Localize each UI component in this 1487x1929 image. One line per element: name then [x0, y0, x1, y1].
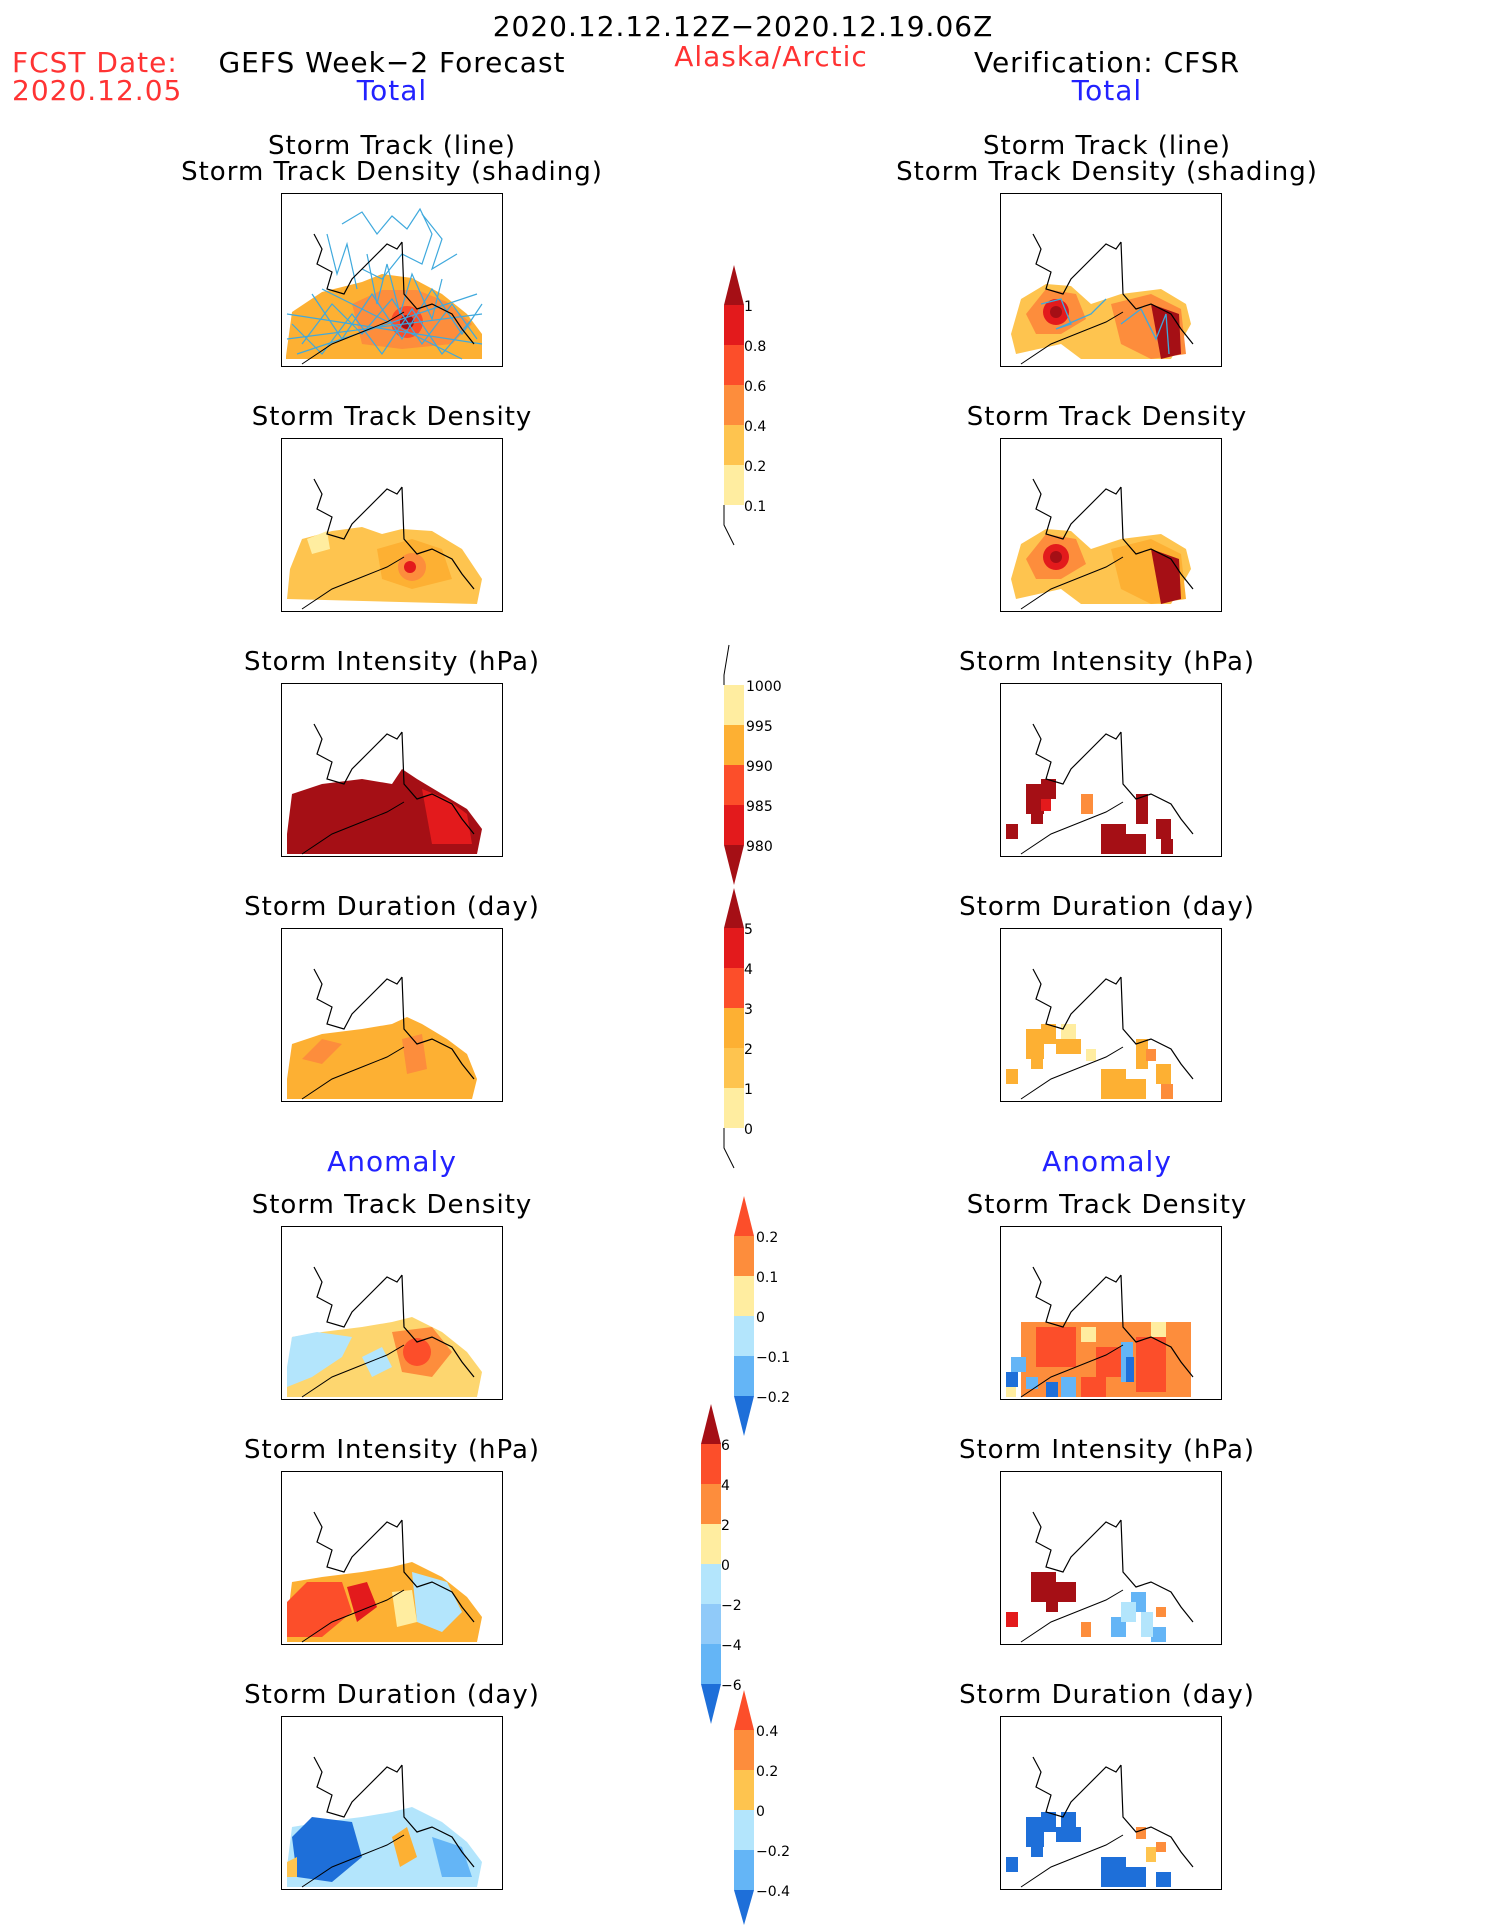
title-intensity-right: Storm Intensity (hPa): [958, 647, 1256, 677]
colorbar-density-anomaly: 0.2 0.1 0 −0.1 −0.2: [734, 1196, 814, 1440]
map-intensity-anomaly-verification: [1000, 1471, 1222, 1645]
cbar-intensity-label: 985: [746, 799, 773, 815]
cbar-intensity-anom-label: 2: [721, 1518, 730, 1534]
title-track-line-right: Storm Track (line): [983, 131, 1231, 161]
map-density-forecast: [281, 438, 503, 612]
valid-period: 2020.12.12.12Z−2020.12.19.06Z: [492, 10, 994, 43]
map-duration-anomaly-forecast: [281, 1716, 503, 1890]
title-intensity-anom-right: Storm Intensity (hPa): [958, 1435, 1256, 1465]
colorbar-duration: 5 4 3 2 1 0: [723, 888, 804, 1172]
region-title: Alaska/Arctic: [674, 40, 868, 73]
title-density-anom-right: Storm Track Density: [966, 1190, 1248, 1220]
cbar-duration-anom-label: −0.2: [756, 1844, 790, 1860]
colorbar-duration-anomaly: 0.4 0.2 0 −0.2 −0.4: [734, 1690, 814, 1929]
cbar-intensity-anom-label: 6: [721, 1438, 730, 1454]
title-track-shading-right: Storm Track Density (shading): [896, 157, 1318, 187]
cbar-density-label: 0.8: [744, 339, 766, 355]
cbar-density-anom-label: 0.2: [756, 1230, 778, 1246]
cbar-duration-label: 3: [744, 1002, 753, 1018]
map-density-anomaly-forecast: [281, 1226, 503, 1400]
cbar-density-label: 0.1: [744, 499, 766, 515]
colorbar-intensity: 1000 995 990 985 980: [723, 644, 804, 889]
cbar-density-anom-label: 0.1: [756, 1270, 778, 1286]
cbar-duration-anom-label: 0.2: [756, 1764, 778, 1780]
map-density-anomaly-verification: [1000, 1226, 1222, 1400]
map-density-verification: [1000, 438, 1222, 612]
cbar-duration-label: 0: [744, 1122, 753, 1138]
cbar-density-anom-label: −0.1: [756, 1350, 790, 1366]
title-density-anom-left: Storm Track Density: [251, 1190, 533, 1220]
title-duration-right: Storm Duration (day): [959, 892, 1255, 922]
title-density-left: Storm Track Density: [251, 402, 533, 432]
map-duration-verification: [1000, 928, 1222, 1102]
cbar-duration-label: 5: [744, 922, 753, 938]
map-duration-forecast: [281, 928, 503, 1102]
cbar-intensity-anom-label: −6: [721, 1678, 742, 1694]
cbar-intensity-label: 990: [746, 759, 773, 775]
cbar-intensity-anom-label: 0: [721, 1558, 730, 1574]
title-duration-anom-left: Storm Duration (day): [244, 1680, 540, 1710]
cbar-intensity-anom-label: −4: [721, 1638, 742, 1654]
title-track-shading-left: Storm Track Density (shading): [181, 157, 603, 187]
cbar-intensity-label: 1000: [746, 679, 782, 695]
cbar-duration-anom-label: −0.4: [756, 1884, 790, 1900]
cbar-density-label: 1: [744, 299, 753, 315]
title-density-right: Storm Track Density: [966, 402, 1248, 432]
left-anomaly-label: Anomaly: [327, 1145, 457, 1178]
cbar-intensity-label: 995: [746, 719, 773, 735]
right-column-title: Verification: CFSR: [973, 46, 1241, 79]
cbar-density-anom-label: −0.2: [756, 1390, 790, 1406]
left-column-title: GEFS Week−2 Forecast: [218, 46, 566, 79]
cbar-density-label: 0.2: [744, 459, 766, 475]
cbar-duration-label: 1: [744, 1082, 753, 1098]
map-track-forecast: [281, 193, 503, 367]
left-total-label: Total: [356, 74, 428, 107]
cbar-density-label: 0.6: [744, 379, 766, 395]
fcst-date-value: 2020.12.05: [12, 74, 183, 107]
map-duration-anomaly-verification: [1000, 1716, 1222, 1890]
cbar-density-label: 0.4: [744, 419, 766, 435]
cbar-intensity-anom-label: −2: [721, 1598, 742, 1614]
title-intensity-left: Storm Intensity (hPa): [243, 647, 541, 677]
map-track-verification: [1000, 193, 1222, 367]
cbar-duration-label: 4: [744, 962, 753, 978]
cbar-duration-label: 2: [744, 1042, 753, 1058]
cbar-intensity-label: 980: [746, 839, 773, 855]
right-total-label: Total: [1071, 74, 1143, 107]
title-intensity-anom-left: Storm Intensity (hPa): [243, 1435, 541, 1465]
cbar-duration-anom-label: 0.4: [756, 1724, 778, 1740]
fcst-date-label: FCST Date:: [12, 46, 178, 79]
colorbar-density: 1 0.8 0.6 0.4 0.2 0.1: [723, 265, 804, 549]
cbar-duration-anom-label: 0: [756, 1804, 765, 1820]
cbar-density-anom-label: 0: [756, 1310, 765, 1326]
title-duration-anom-right: Storm Duration (day): [959, 1680, 1255, 1710]
title-track-line-left: Storm Track (line): [268, 131, 516, 161]
title-duration-left: Storm Duration (day): [244, 892, 540, 922]
map-intensity-verification: [1000, 683, 1222, 857]
cbar-intensity-anom-label: 4: [721, 1478, 730, 1494]
right-anomaly-label: Anomaly: [1042, 1145, 1172, 1178]
map-intensity-anomaly-forecast: [281, 1471, 503, 1645]
colorbar-intensity-anomaly: 6 4 2 0 −2 −4 −6: [701, 1404, 781, 1728]
map-intensity-forecast: [281, 683, 503, 857]
